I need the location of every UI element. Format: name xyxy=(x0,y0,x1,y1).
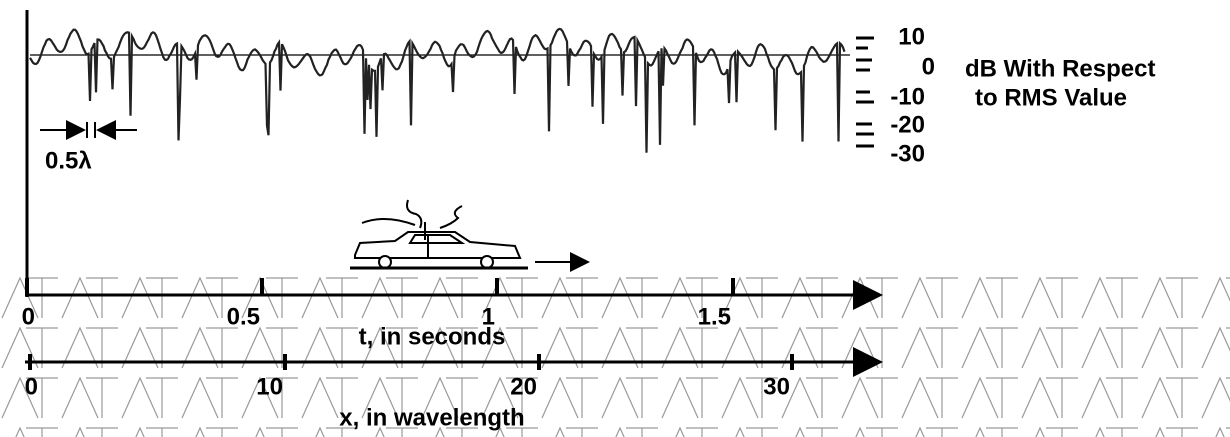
level-label: 0 xyxy=(922,53,935,80)
figure: 10 0 -10 -20 -30 dB With Respect to RMS … xyxy=(0,0,1230,437)
tick-label: 1.5 xyxy=(698,303,731,330)
level-label: -20 xyxy=(890,111,925,138)
tick-label: 30 xyxy=(763,373,790,400)
annotation: 0.5λ xyxy=(45,147,92,174)
car xyxy=(350,200,528,268)
level-title: to RMS Value xyxy=(975,84,1127,111)
level-dashes xyxy=(856,38,874,146)
tick-label: 0 xyxy=(25,373,38,400)
level-label: -30 xyxy=(890,140,925,167)
fading-signal xyxy=(30,29,845,153)
tick-label: 1 xyxy=(482,303,495,330)
tick-label: 0 xyxy=(22,303,35,330)
level-title: dB With Respect xyxy=(965,55,1155,82)
level-label: 10 xyxy=(898,23,925,50)
tick-label: 10 xyxy=(256,373,283,400)
axis-title: x, in wavelength xyxy=(339,404,524,431)
level-label: -10 xyxy=(890,83,925,110)
tick-label: 20 xyxy=(510,373,537,400)
tick-label: 0.5 xyxy=(227,303,260,330)
watermark xyxy=(0,272,1230,437)
